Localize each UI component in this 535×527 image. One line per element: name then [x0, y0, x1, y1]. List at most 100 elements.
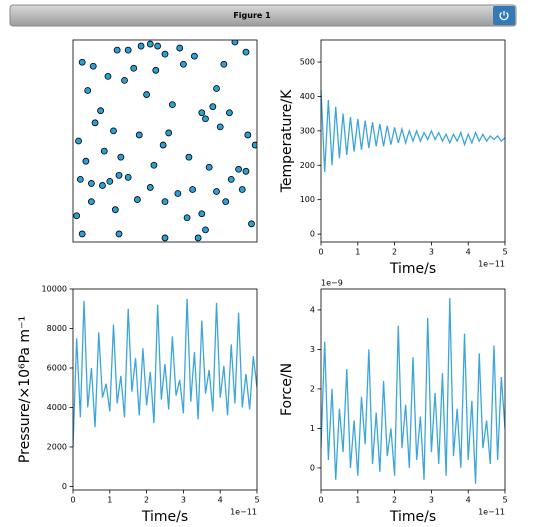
particle — [161, 50, 169, 58]
y-tick-label: 2 — [310, 384, 315, 393]
y-axis-label: Force/N — [279, 363, 295, 416]
x-tick-label: 0 — [70, 496, 75, 505]
particle — [75, 137, 82, 145]
particle — [78, 58, 86, 66]
y-tick-label: 0 — [310, 463, 315, 472]
particle — [231, 40, 239, 46]
axes-frame — [320, 288, 506, 491]
particle — [213, 188, 220, 195]
x-tick-label: 3 — [429, 496, 434, 505]
particle — [165, 129, 173, 137]
particle — [189, 186, 197, 193]
x-tick-label: 4 — [466, 496, 471, 505]
x-tick-label: 0 — [318, 496, 323, 505]
particle — [104, 72, 112, 80]
particle — [222, 198, 230, 206]
y-tick-label: 100 — [300, 195, 315, 204]
particle — [88, 198, 95, 206]
y-tick-label: 500 — [300, 58, 315, 67]
particle — [227, 175, 235, 183]
particle — [198, 109, 206, 117]
particle — [146, 40, 154, 48]
y-tick-label: 300 — [300, 126, 315, 135]
particle — [209, 103, 217, 111]
particle — [113, 46, 121, 54]
x-tick-label: 5 — [254, 496, 259, 505]
particle — [143, 91, 151, 98]
particle — [146, 184, 154, 191]
particle — [97, 107, 104, 115]
particle — [183, 214, 191, 222]
y-tick-label: 10000 — [42, 285, 67, 294]
x-tick-label: 2 — [392, 496, 397, 505]
particle — [220, 60, 228, 68]
title-bar — [9, 4, 517, 27]
y-tick-label: 6000 — [47, 363, 67, 372]
particle — [248, 220, 255, 228]
particle — [194, 234, 202, 242]
x-tick-label: 4 — [466, 248, 471, 257]
y-axis-label: Temperature/K — [279, 89, 295, 193]
y-tick-label: 1 — [310, 424, 315, 433]
particle — [137, 42, 145, 50]
axes-frame — [72, 288, 258, 491]
x-tick-label: 1 — [355, 496, 360, 505]
particle — [179, 60, 187, 68]
particle — [168, 101, 176, 109]
particle — [110, 127, 117, 135]
particle — [106, 177, 114, 185]
particle — [99, 182, 106, 189]
x-offset-label: 1e−11 — [478, 260, 505, 269]
x-axis-label: Time/s — [389, 509, 436, 525]
particle — [121, 77, 128, 84]
particle — [91, 119, 99, 127]
particle — [89, 62, 97, 70]
particle — [111, 206, 119, 214]
x-tick-label: 0 — [318, 248, 323, 257]
particle — [185, 153, 193, 161]
data-line — [321, 298, 505, 484]
particle — [216, 123, 224, 131]
y-tick-label: 4 — [310, 305, 315, 314]
particle — [78, 230, 86, 238]
y-tick-label: 200 — [300, 161, 315, 170]
particle — [117, 153, 125, 161]
particle — [198, 210, 206, 218]
y-tick-label: 8000 — [47, 324, 67, 333]
x-tick-label: 4 — [218, 496, 223, 505]
x-tick-label: 1 — [355, 248, 360, 257]
particle — [242, 167, 250, 175]
particle — [176, 44, 184, 52]
particle — [242, 48, 250, 56]
particle — [235, 165, 243, 173]
x-tick-label: 2 — [144, 496, 149, 505]
x-offset-label: 1e−11 — [230, 508, 257, 517]
y-offset-label: 1e−9 — [321, 279, 343, 288]
particle — [191, 52, 198, 60]
particle — [251, 141, 257, 149]
y-tick-label: 0 — [310, 230, 315, 239]
x-tick-label: 3 — [429, 248, 434, 257]
power-icon[interactable] — [499, 11, 509, 21]
x-axis-label: Time/s — [141, 509, 188, 525]
particle — [130, 64, 138, 72]
particle — [244, 131, 252, 139]
particle — [100, 147, 108, 155]
data-line — [73, 298, 257, 447]
y-tick-label: 2000 — [47, 442, 67, 451]
particle — [174, 190, 182, 197]
particle — [202, 226, 209, 234]
particle — [135, 131, 143, 139]
axes-frame — [320, 39, 506, 243]
particle — [84, 87, 92, 94]
particle — [161, 234, 169, 242]
data-line — [321, 89, 505, 173]
particle — [124, 173, 132, 181]
particle — [152, 66, 160, 74]
particle — [88, 180, 95, 187]
particle — [161, 198, 169, 206]
power-button[interactable] — [493, 6, 515, 25]
y-tick-label: 0 — [62, 482, 67, 491]
